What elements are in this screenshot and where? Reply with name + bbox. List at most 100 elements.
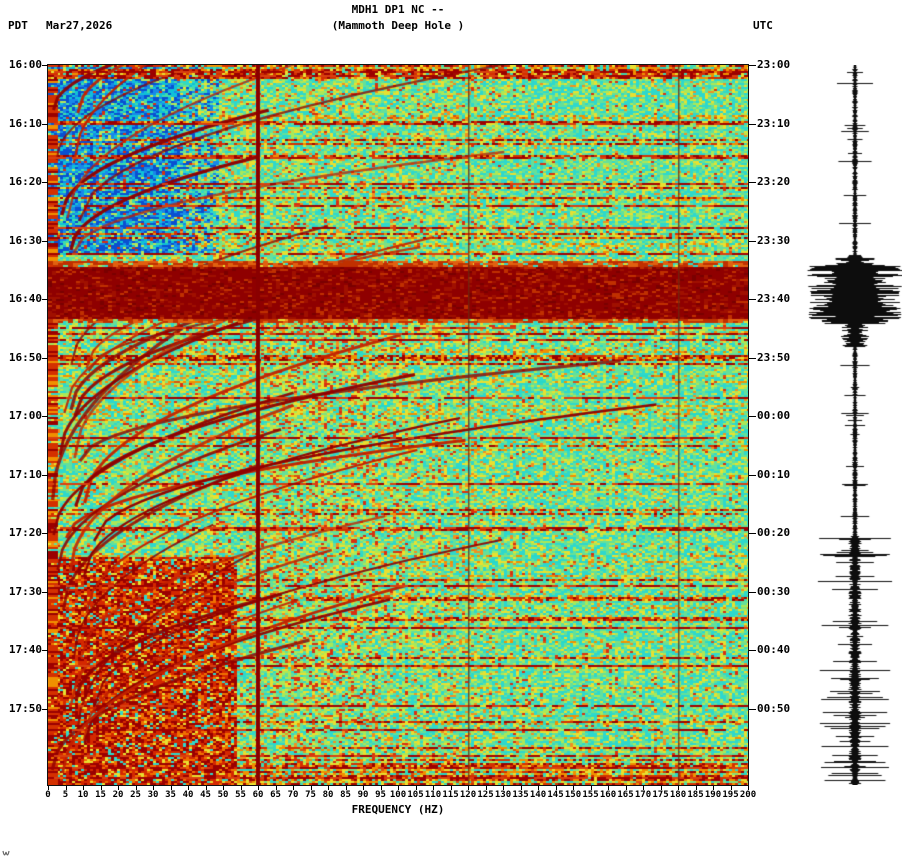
right-tick-mark xyxy=(749,123,756,125)
frequency-tick-label: 45 xyxy=(200,790,211,800)
frequency-tick-mark xyxy=(48,786,49,790)
right-time-label: 23:30 xyxy=(757,233,791,247)
right-time-label: 23:00 xyxy=(757,58,791,71)
right-time-label: 00:50 xyxy=(757,701,791,715)
frequency-tick-mark xyxy=(188,786,189,790)
left-tick-mark xyxy=(42,123,48,125)
right-tick-mark xyxy=(749,708,756,710)
right-time-label: 23:40 xyxy=(757,292,791,305)
frequency-tick-label: 120 xyxy=(459,790,477,800)
frequency-tick-mark xyxy=(293,786,294,790)
right-time-label: 00:10 xyxy=(757,467,791,481)
frequency-tick-mark xyxy=(135,786,137,790)
frequency-tick-label: 0 xyxy=(45,790,51,800)
right-tick-mark xyxy=(749,591,756,593)
left-time-label: 17:30 xyxy=(8,584,42,598)
right-tick-mark xyxy=(749,240,756,242)
frequency-tick-label: 10 xyxy=(77,790,89,800)
right-tick-mark xyxy=(749,650,756,651)
frequency-tick-mark xyxy=(65,786,67,790)
frequency-tick-mark xyxy=(398,786,399,790)
left-time-label: 16:40 xyxy=(8,292,42,305)
frequency-tick-label: 95 xyxy=(375,790,386,800)
right-time-label: 00:00 xyxy=(757,409,791,422)
right-time-label: 23:10 xyxy=(757,116,791,130)
frequency-tick-mark xyxy=(485,786,487,790)
frequency-tick-mark xyxy=(240,786,242,790)
frequency-tick-label: 170 xyxy=(634,790,652,800)
frequency-tick-mark xyxy=(695,786,697,790)
timezone-left-label: PDT xyxy=(8,19,28,32)
frequency-tick-mark xyxy=(328,786,329,790)
seismogram-trace xyxy=(795,65,902,785)
page-title: MDH1 DP1 NC -- xyxy=(351,3,445,16)
left-time-label: 16:50 xyxy=(8,350,42,364)
frequency-tick-label: 110 xyxy=(424,790,442,800)
spectrogram-heatmap xyxy=(47,64,749,786)
page-subtitle: (Mammoth Deep Hole ) xyxy=(331,19,465,32)
right-tick-mark xyxy=(749,65,756,66)
right-time-label: 00:40 xyxy=(757,643,791,656)
frequency-tick-label: 145 xyxy=(547,790,564,800)
left-time-label: 16:20 xyxy=(8,175,42,188)
frequency-tick-label: 165 xyxy=(617,790,634,800)
frequency-tick-label: 195 xyxy=(722,790,739,800)
frequency-tick-mark xyxy=(170,786,172,790)
left-tick-mark xyxy=(42,299,48,300)
frequency-tick-mark xyxy=(730,786,732,790)
frequency-tick-mark xyxy=(468,786,469,790)
left-time-label: 17:10 xyxy=(8,467,42,481)
frequency-tick-label: 70 xyxy=(287,790,299,800)
right-time-label: 23:20 xyxy=(757,175,791,188)
frequency-tick-mark xyxy=(713,786,714,790)
frequency-tick-mark xyxy=(433,786,434,790)
left-tick-mark xyxy=(42,591,48,593)
left-time-label: 17:00 xyxy=(8,409,42,422)
frequency-tick-label: 125 xyxy=(477,790,494,800)
right-time-label: 23:50 xyxy=(757,350,791,364)
frequency-tick-mark xyxy=(643,786,644,790)
frequency-tick-label: 180 xyxy=(669,790,687,800)
frequency-tick-mark xyxy=(538,786,539,790)
frequency-tick-label: 55 xyxy=(235,790,246,800)
frequency-tick-label: 175 xyxy=(652,790,669,800)
left-time-label: 17:40 xyxy=(8,643,42,656)
frequency-tick-mark xyxy=(748,786,749,790)
frequency-tick-label: 65 xyxy=(270,790,281,800)
left-tick-mark xyxy=(42,240,48,242)
right-tick-mark xyxy=(749,533,756,534)
frequency-tick-label: 80 xyxy=(322,790,334,800)
frequency-tick-mark xyxy=(520,786,522,790)
frequency-tick-label: 40 xyxy=(182,790,194,800)
frequency-tick-label: 140 xyxy=(529,790,547,800)
frequency-tick-mark xyxy=(258,786,259,790)
right-tick-mark xyxy=(749,357,756,359)
frequency-tick-label: 35 xyxy=(165,790,176,800)
frequency-tick-label: 130 xyxy=(494,790,512,800)
frequency-tick-mark xyxy=(625,786,627,790)
left-time-label: 16:10 xyxy=(8,116,42,130)
frequency-tick-mark xyxy=(590,786,592,790)
left-time-label: 17:20 xyxy=(8,526,42,539)
left-tick-mark xyxy=(42,65,48,66)
date-label: Mar27,2026 xyxy=(46,19,113,32)
frequency-tick-label: 85 xyxy=(340,790,351,800)
frequency-tick-label: 30 xyxy=(147,790,159,800)
left-time-label: 16:30 xyxy=(8,233,42,247)
frequency-tick-label: 100 xyxy=(389,790,407,800)
left-tick-mark xyxy=(42,182,48,183)
frequency-tick-mark xyxy=(153,786,154,790)
left-tick-mark xyxy=(42,708,48,710)
frequency-tick-label: 75 xyxy=(305,790,316,800)
frequency-tick-mark xyxy=(608,786,609,790)
frequency-tick-mark xyxy=(223,786,224,790)
left-tick-mark xyxy=(42,650,48,651)
frequency-tick-label: 185 xyxy=(687,790,704,800)
right-tick-mark xyxy=(749,416,756,417)
left-time-label: 17:50 xyxy=(8,701,42,715)
frequency-tick-mark xyxy=(118,786,119,790)
frequency-tick-mark xyxy=(275,786,277,790)
frequency-tick-label: 160 xyxy=(599,790,617,800)
frequency-tick-label: 90 xyxy=(357,790,369,800)
frequency-tick-mark xyxy=(380,786,382,790)
